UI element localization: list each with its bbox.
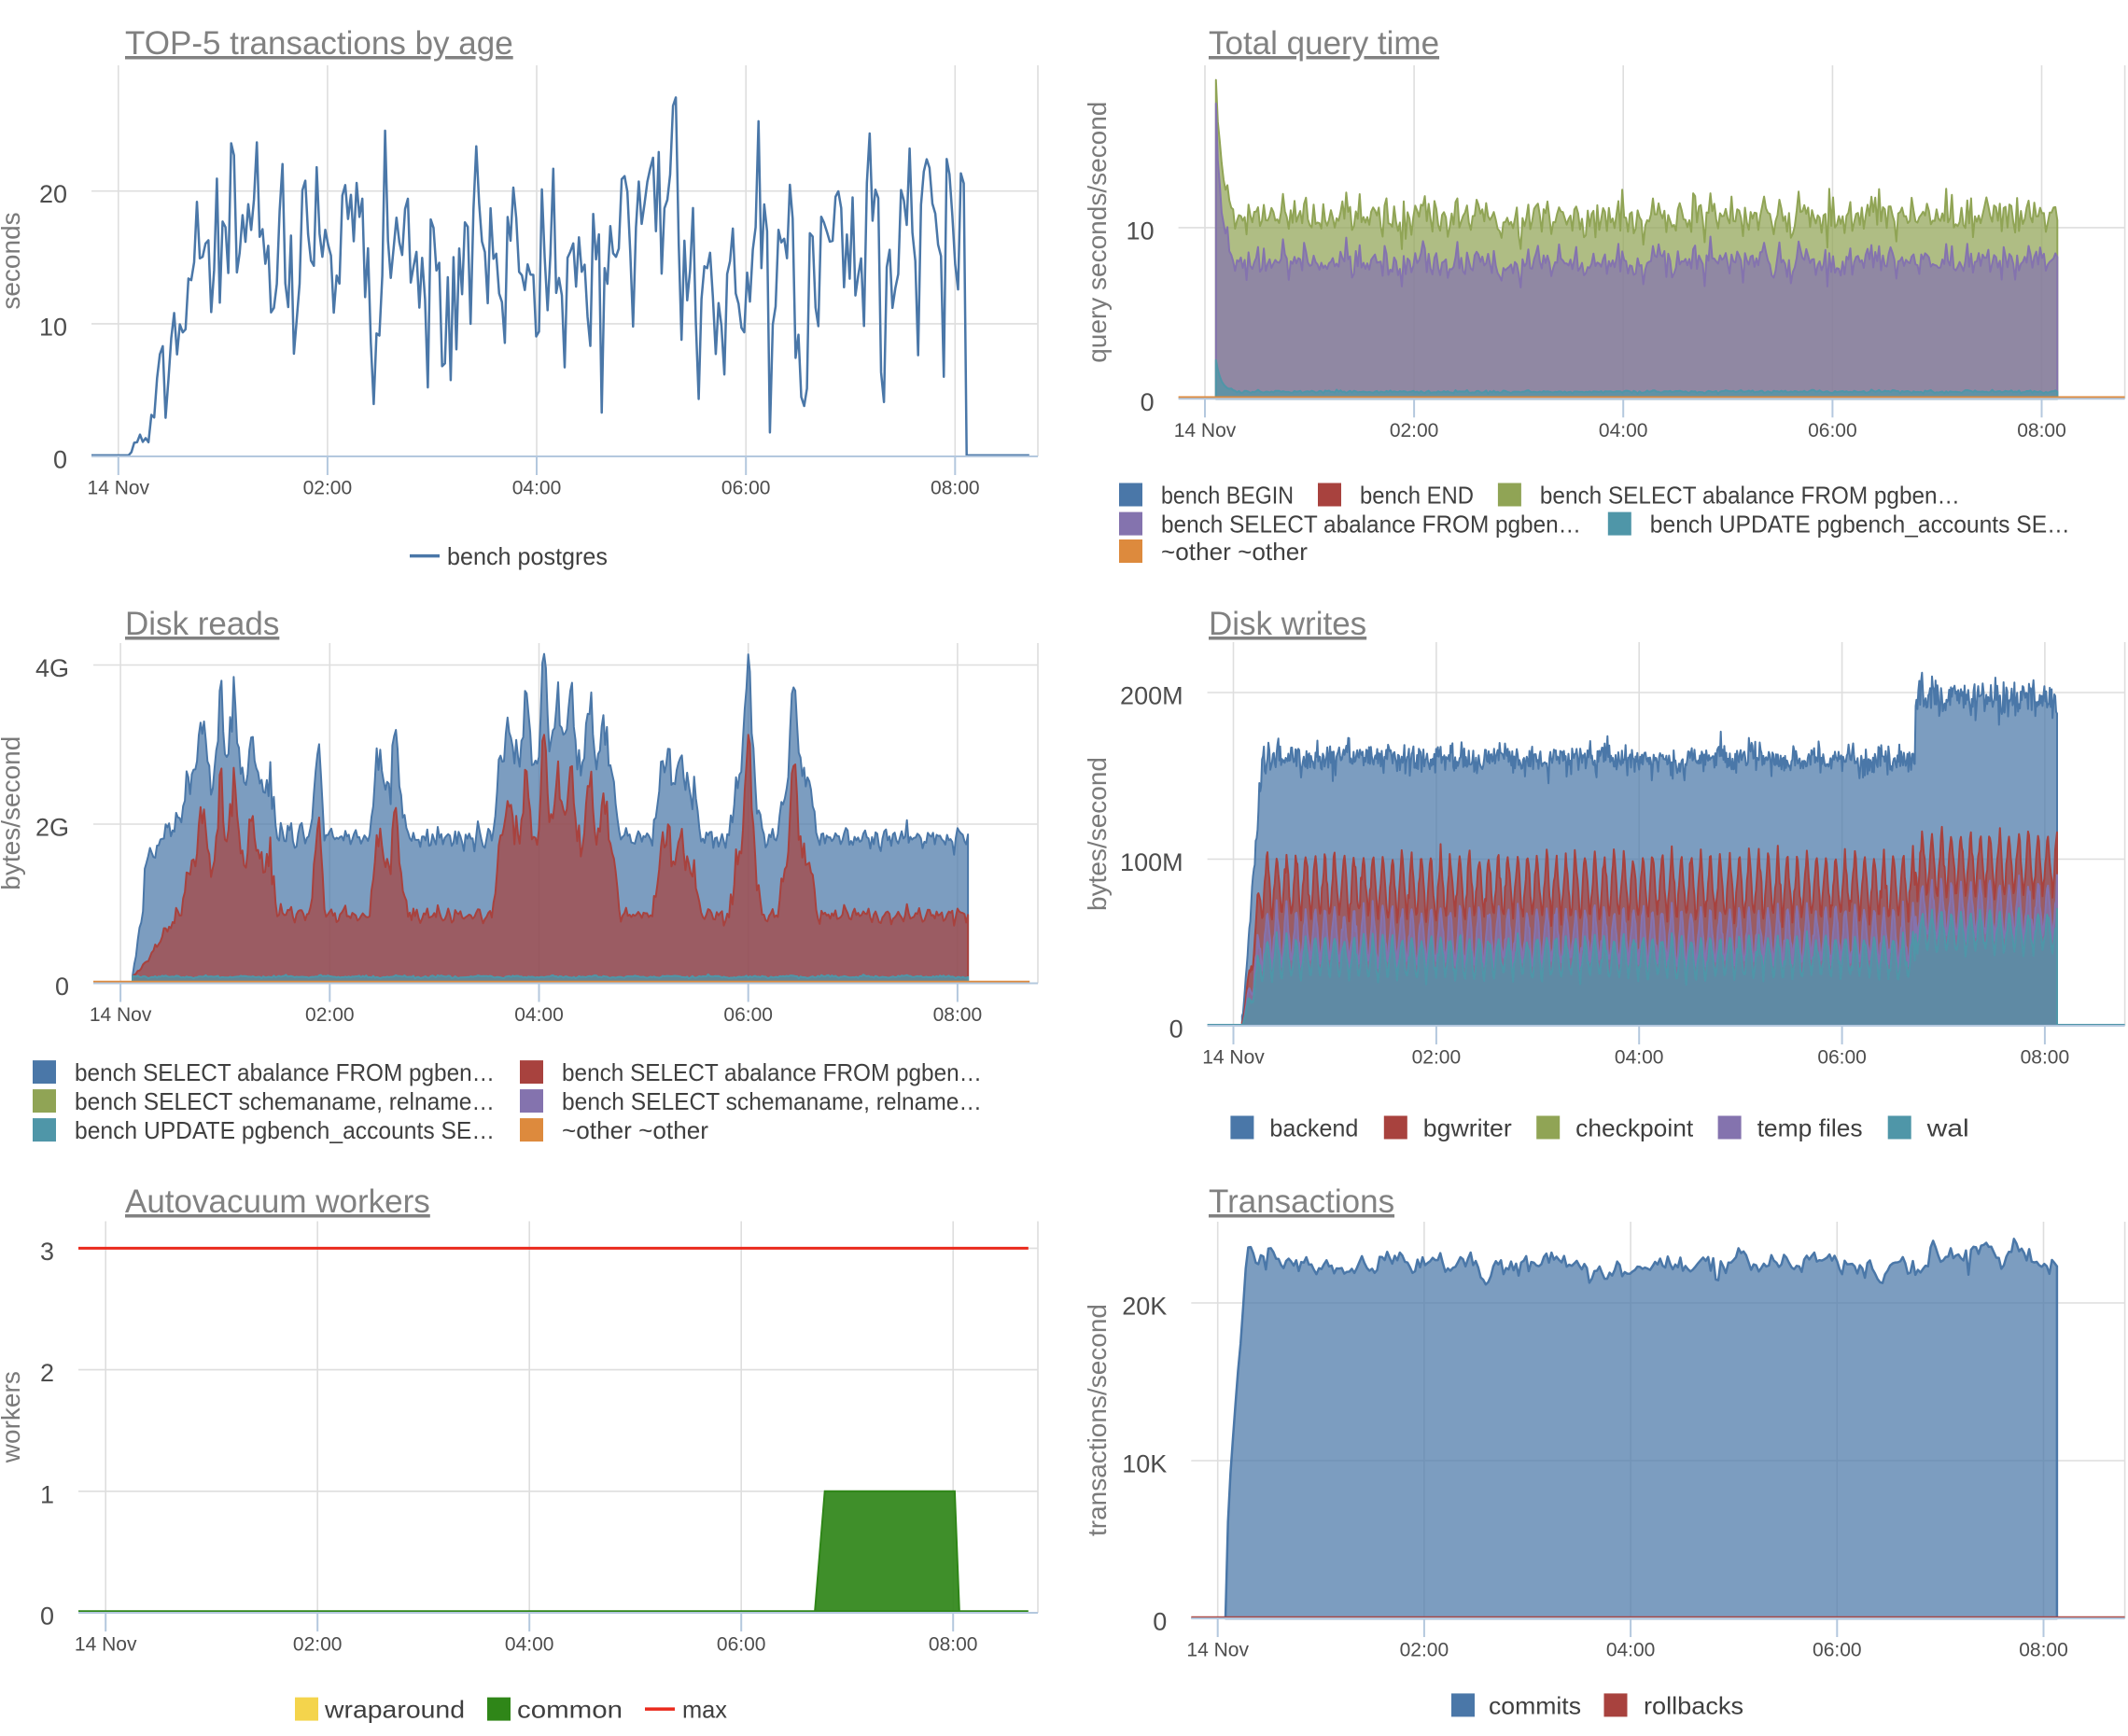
svg-text:1: 1 [40,1480,54,1508]
svg-text:bench postgres: bench postgres [447,542,608,570]
svg-text:bench SELECT abalance FROM pgb: bench SELECT abalance FROM pgben… [75,1058,495,1086]
svg-text:04:00: 04:00 [512,478,562,499]
svg-text:4G: 4G [35,654,69,682]
svg-text:~other ~other: ~other ~other [562,1116,708,1144]
svg-text:TOP-5 transactions by age: TOP-5 transactions by age [125,25,513,62]
svg-text:2G: 2G [35,814,69,842]
svg-text:bytes/second: bytes/second [0,736,25,890]
svg-text:14 Nov: 14 Nov [1186,1640,1249,1661]
svg-text:14 Nov: 14 Nov [75,1634,137,1656]
svg-text:bench END: bench END [1360,482,1474,510]
svg-text:08:00: 08:00 [2021,1047,2070,1069]
svg-text:Transactions: Transactions [1209,1183,1394,1220]
svg-text:bench SELECT schemaname, relna: bench SELECT schemaname, relname… [75,1087,495,1115]
svg-text:0: 0 [1169,1015,1183,1043]
svg-text:bench SELECT abalance FROM pgb: bench SELECT abalance FROM pgben… [1540,482,1960,510]
svg-text:temp files: temp files [1757,1114,1863,1142]
svg-text:08:00: 08:00 [2017,420,2066,441]
svg-text:0: 0 [1153,1608,1167,1636]
svg-text:Total query time: Total query time [1209,25,1439,62]
svg-text:10: 10 [1127,217,1155,245]
svg-text:Disk writes: Disk writes [1209,606,1366,642]
svg-text:08:00: 08:00 [933,1004,983,1026]
svg-text:04:00: 04:00 [1606,1640,1656,1661]
svg-text:14 Nov: 14 Nov [1174,420,1237,441]
svg-text:04:00: 04:00 [514,1004,564,1026]
svg-text:0: 0 [55,973,69,1001]
svg-text:wraparound: wraparound [324,1696,465,1724]
svg-text:~other ~other: ~other ~other [1161,538,1308,566]
svg-text:02:00: 02:00 [293,1634,343,1656]
svg-text:02:00: 02:00 [303,478,353,499]
svg-text:06:00: 06:00 [721,478,771,499]
svg-text:06:00: 06:00 [1808,420,1857,441]
svg-text:0: 0 [53,446,67,474]
svg-text:bench BEGIN: bench BEGIN [1161,482,1294,510]
svg-text:rollbacks: rollbacks [1644,1691,1743,1719]
svg-text:04:00: 04:00 [1599,420,1648,441]
svg-text:backend: backend [1269,1114,1358,1142]
svg-text:06:00: 06:00 [723,1004,773,1026]
svg-text:02:00: 02:00 [1400,1640,1449,1661]
svg-text:bgwriter: bgwriter [1423,1114,1512,1142]
svg-text:14 Nov: 14 Nov [1202,1047,1265,1069]
svg-text:bench SELECT schemaname, relna: bench SELECT schemaname, relname… [562,1087,982,1115]
svg-text:Autovacuum workers: Autovacuum workers [125,1183,430,1220]
svg-text:checkpoint: checkpoint [1575,1114,1694,1142]
svg-text:Disk reads: Disk reads [125,606,279,642]
svg-text:14 Nov: 14 Nov [90,1004,152,1026]
svg-text:10K: 10K [1122,1450,1167,1478]
svg-text:0: 0 [1141,388,1155,416]
svg-text:wal: wal [1926,1114,1969,1142]
svg-text:bench UPDATE pgbench_accounts: bench UPDATE pgbench_accounts SE… [75,1116,495,1144]
svg-text:max: max [682,1696,727,1724]
svg-text:common: common [517,1696,623,1724]
svg-text:14 Nov: 14 Nov [88,478,150,499]
svg-text:10: 10 [39,313,67,341]
svg-text:06:00: 06:00 [1813,1640,1862,1661]
svg-text:08:00: 08:00 [929,1634,978,1656]
svg-text:3: 3 [40,1238,54,1266]
svg-text:0: 0 [40,1603,54,1631]
svg-text:08:00: 08:00 [2019,1640,2068,1661]
svg-text:06:00: 06:00 [1817,1047,1867,1069]
svg-text:06:00: 06:00 [717,1634,766,1656]
svg-text:02:00: 02:00 [1412,1047,1462,1069]
svg-text:08:00: 08:00 [931,478,980,499]
svg-text:100M: 100M [1120,848,1183,876]
svg-text:bench SELECT abalance FROM pgb: bench SELECT abalance FROM pgben… [1161,511,1581,539]
svg-text:04:00: 04:00 [505,1634,554,1656]
svg-text:2: 2 [40,1359,54,1387]
svg-text:02:00: 02:00 [1390,420,1439,441]
svg-text:02:00: 02:00 [305,1004,355,1026]
svg-text:query seconds/second: query seconds/second [1083,102,1112,363]
svg-text:bytes/second: bytes/second [1083,757,1112,911]
svg-text:commits: commits [1489,1691,1581,1719]
svg-text:bench SELECT abalance FROM pgb: bench SELECT abalance FROM pgben… [562,1058,982,1086]
svg-text:bench UPDATE pgbench_accounts: bench UPDATE pgbench_accounts SE… [1650,511,2070,539]
svg-text:04:00: 04:00 [1615,1047,1664,1069]
svg-text:200M: 200M [1120,682,1183,710]
svg-text:20K: 20K [1122,1293,1167,1321]
svg-text:workers: workers [0,1371,25,1463]
svg-text:seconds: seconds [0,212,25,309]
svg-text:transactions/second: transactions/second [1083,1304,1112,1536]
svg-text:20: 20 [39,180,67,208]
